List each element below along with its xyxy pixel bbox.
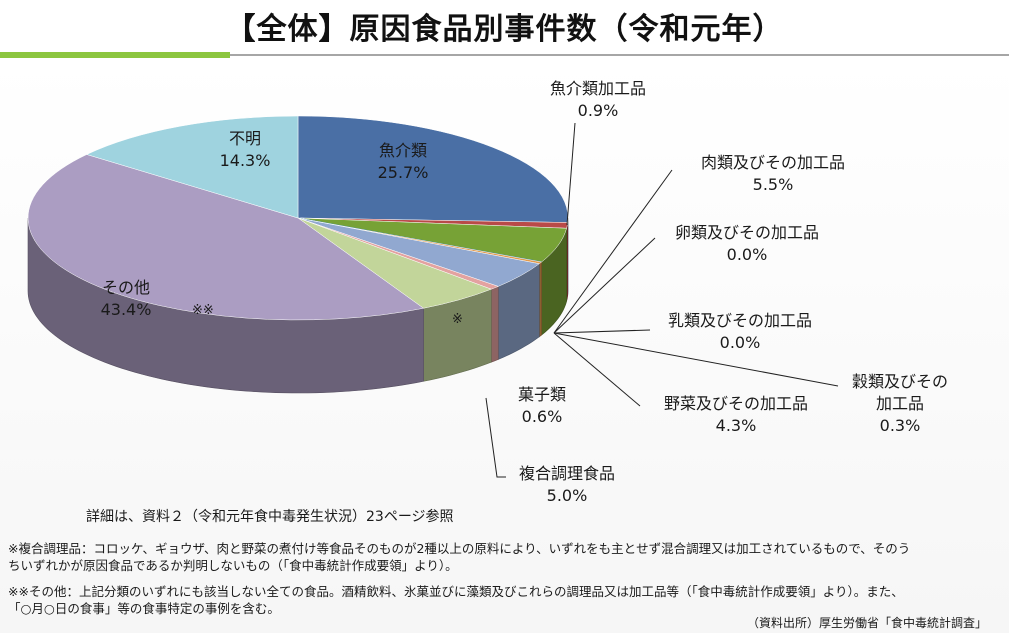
label-koku: 穀類及びその 加工品 0.3% — [852, 371, 948, 437]
label-kashi: 菓子類 0.6% — [518, 384, 566, 428]
label-sonota-name: その他 — [101, 278, 151, 297]
title-divider — [230, 54, 1009, 56]
label-gyokai-kakou: 魚介類加工品 0.9% — [550, 78, 646, 122]
label-fumei-name: 不明 — [228, 129, 262, 148]
leader-fukugou — [485, 397, 506, 478]
leader-nyu — [553, 329, 651, 334]
footnote-complex-food-line2: ちいずれかが原因食品であるか判明しないもの（「食中毒統計作成要領」より）。 — [8, 558, 458, 573]
footnote-other: ※※その他：上記分類のいずれにも該当しない全ての食品。酒精飲料、氷菓並びに藻類及… — [8, 583, 1003, 617]
label-fumei-pct: 14.3% — [219, 151, 271, 170]
label-fumei: 不明 14.3% — [220, 128, 271, 172]
label-tamago-pct: 0.0% — [726, 245, 768, 264]
slice-5-side — [539, 261, 542, 338]
label-tamago: 卵類及びその加工品 0.0% — [675, 222, 819, 266]
label-niku: 肉類及びその加工品 5.5% — [701, 152, 845, 196]
slice-7-side — [491, 285, 499, 363]
label-yasai: 野菜及びその加工品 4.3% — [664, 393, 808, 437]
label-tamago-name: 卵類及びその加工品 — [674, 223, 820, 242]
marker-other: ※※ — [192, 303, 214, 318]
label-gyokai-kakou-pct: 0.9% — [577, 101, 619, 120]
label-nyu-pct: 0.0% — [719, 333, 761, 352]
label-fukugou: 複合調理食品 5.0% — [519, 463, 615, 507]
slice-10-top — [86, 115, 299, 219]
label-niku-name: 肉類及びその加工品 — [700, 153, 846, 172]
label-koku-pct: 0.3% — [879, 416, 921, 435]
detail-note: 詳細は、資料２（令和元年食中毒発生状況）23ページ参照 — [86, 509, 454, 525]
slice-0-top — [297, 115, 569, 223]
label-kashi-pct: 0.6% — [521, 407, 563, 426]
leader-yasai — [553, 332, 641, 407]
source-note: （資料出所）厚生労働省「食中毒統計調査」 — [746, 616, 987, 630]
label-nyu-name: 乳類及びその加工品 — [667, 311, 813, 330]
page-title: 【全体】原因食品別事件数（令和元年） — [225, 12, 784, 47]
footnote-complex-food: ※複合調理品：コロッケ、ギョウザ、肉と野菜の煮付け等食品そのものが2種以上の原料… — [8, 540, 1003, 574]
label-yasai-name: 野菜及びその加工品 — [663, 394, 809, 413]
label-fukugou-pct: 5.0% — [546, 486, 588, 505]
marker-complex-food: ※ — [452, 312, 463, 327]
label-nyu: 乳類及びその加工品 0.0% — [668, 310, 812, 354]
leader-gyokai-kakou — [566, 122, 576, 226]
label-gyokai-kakou-name: 魚介類加工品 — [549, 79, 647, 98]
label-gyokai: 魚介類 25.7% — [378, 140, 429, 184]
label-yasai-pct: 4.3% — [715, 416, 757, 435]
label-koku-name2: 加工品 — [875, 394, 925, 413]
leader-tamago — [553, 237, 656, 334]
label-sonota-pct: 43.4% — [100, 300, 152, 319]
footnote-other-line2: 「○月○日の食事」等の食事特定の事例を含む。 — [8, 601, 280, 616]
slice-9-top — [27, 154, 425, 321]
label-kashi-name: 菓子類 — [517, 385, 567, 404]
label-gyokai-name: 魚介類 — [378, 141, 428, 160]
footnote-other-line1: ※※その他：上記分類のいずれにも該当しない全ての食品。酒精飲料、氷菓並びに藻類及… — [8, 584, 904, 599]
label-fukugou-name: 複合調理食品 — [518, 464, 616, 483]
title-accent-bar — [0, 52, 230, 58]
leader-koku — [553, 332, 839, 387]
label-sonota: その他 43.4% — [101, 277, 152, 321]
footnote-complex-food-line1: ※複合調理品：コロッケ、ギョウザ、肉と野菜の煮付け等食品そのものが2種以上の原料… — [8, 541, 911, 556]
label-koku-name1: 穀類及びその — [851, 372, 949, 391]
leader-niku — [553, 169, 673, 334]
label-gyokai-pct: 25.7% — [377, 163, 429, 182]
label-niku-pct: 5.5% — [752, 175, 794, 194]
